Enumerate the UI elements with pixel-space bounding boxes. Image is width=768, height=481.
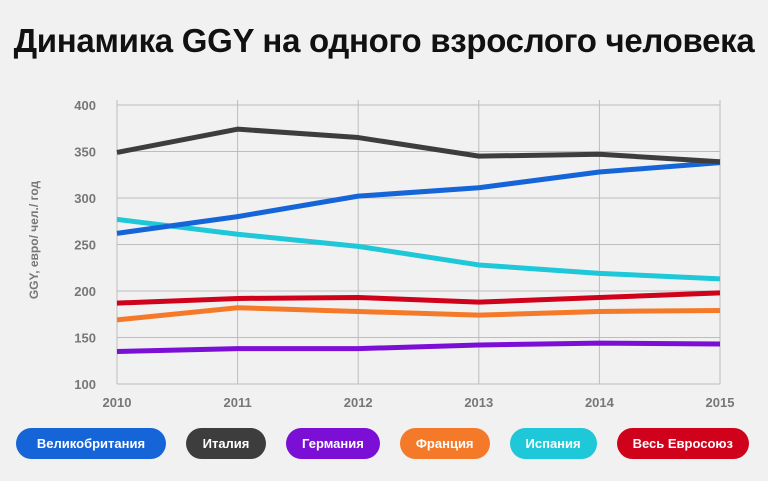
legend-item: Испания [509,428,597,459]
legend-item: Германия [286,428,380,459]
series-line-3 [116,305,721,323]
y-tick-label: 400 [74,98,96,113]
series-line-5 [116,290,721,306]
y-tick-label: 150 [74,331,96,346]
legend-item: Италия [186,428,266,459]
x-tick-label: 2011 [223,395,251,410]
y-tick-label: 100 [74,377,96,392]
legend: Великобритания Италия Германия Франция Испан… [16,428,749,459]
y-tick-label: 300 [74,191,96,206]
series-line-1 [116,126,721,165]
y-tick-label: 350 [74,145,96,160]
series-line-0 [116,160,721,236]
chart-title: Динамика GGY на одного взрослого человек… [13,22,755,59]
legend-item: Весь Евросоюз [616,428,749,459]
x-tick-label: 2013 [464,395,493,410]
legend-item: Франция [399,428,490,459]
legend-item: Великобритания [16,428,166,459]
x-tick-label: 2015 [706,395,735,410]
y-tick-label: 250 [74,238,96,253]
y-tick-label: 200 [74,284,96,299]
series-line-4 [116,216,721,282]
x-tick-label: 2010 [103,395,132,410]
series-line-2 [116,340,721,354]
x-tick-label: 2012 [344,395,373,410]
x-tick-label: 2014 [585,395,615,410]
